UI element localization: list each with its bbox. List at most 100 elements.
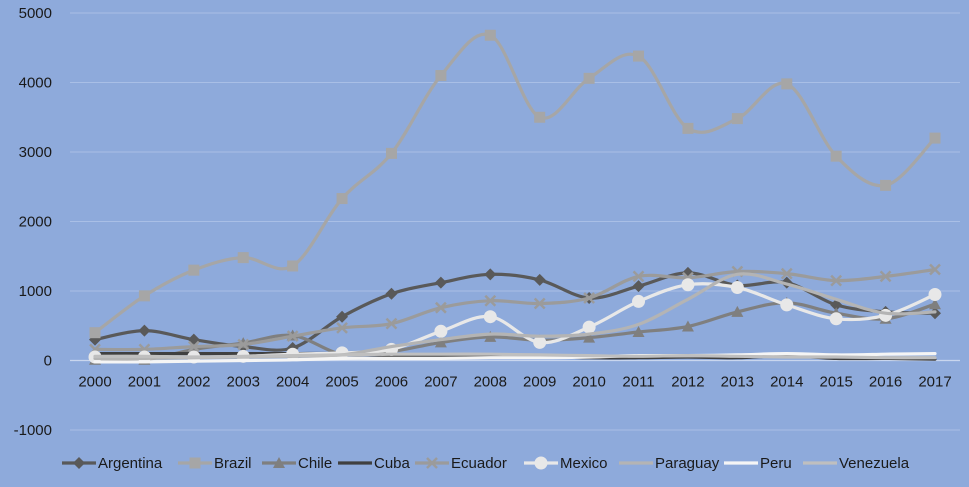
data-point xyxy=(385,147,397,159)
y-tick-label: 2000 xyxy=(19,214,52,231)
data-point xyxy=(385,317,398,330)
data-point xyxy=(237,252,249,264)
data-point xyxy=(484,29,496,41)
x-tick-label: 2000 xyxy=(78,374,111,391)
data-point xyxy=(681,320,694,332)
data-point xyxy=(879,308,893,322)
legend-marker xyxy=(273,457,285,468)
data-point xyxy=(829,312,843,326)
data-point xyxy=(483,310,497,324)
series-brazil xyxy=(89,29,941,339)
data-point xyxy=(434,324,448,338)
y-tick-label: -1000 xyxy=(14,422,52,439)
y-axis-ticks: -1000 0 1000 2000 3000 4000 5000 xyxy=(14,5,52,439)
data-point xyxy=(583,72,595,84)
legend-label: Paraguay xyxy=(655,455,720,472)
series-venezuela xyxy=(93,352,937,360)
data-point xyxy=(286,330,299,343)
data-point xyxy=(434,336,447,348)
data-point xyxy=(484,294,497,307)
legend-label: Chile xyxy=(298,455,332,472)
legend-item-paraguay: Paraguay xyxy=(619,455,720,472)
legend: Argentina Brazil Chile Cuba Ecuador Mexico Par… xyxy=(62,455,910,472)
series-line-ecuador xyxy=(93,267,937,352)
x-tick-label: 2011 xyxy=(622,374,654,391)
data-point xyxy=(434,276,447,289)
x-tick-label: 2004 xyxy=(276,374,309,391)
legend-item-chile: Chile xyxy=(262,455,332,472)
data-point xyxy=(336,310,349,323)
data-point xyxy=(533,335,547,349)
data-point xyxy=(434,301,447,314)
data-point xyxy=(780,267,793,280)
legend-item-argentina: Argentina xyxy=(62,455,163,472)
data-point xyxy=(632,280,645,293)
data-point xyxy=(632,270,645,283)
legend-marker xyxy=(534,456,548,470)
series-ecuador xyxy=(89,263,941,356)
legend-item-venezuela: Venezuela xyxy=(803,455,910,472)
data-point xyxy=(533,273,546,286)
data-point xyxy=(385,287,398,300)
data-point xyxy=(138,324,151,337)
data-point xyxy=(484,268,497,281)
data-point xyxy=(633,50,645,62)
data-point xyxy=(533,297,546,310)
y-tick-label: 5000 xyxy=(19,5,52,22)
legend-label: Venezuela xyxy=(839,455,910,472)
x-tick-label: 2012 xyxy=(671,374,704,391)
y-tick-label: 3000 xyxy=(19,144,52,161)
data-point xyxy=(731,305,744,317)
data-point xyxy=(929,263,941,276)
data-point xyxy=(731,113,743,125)
y-tick-label: 4000 xyxy=(19,75,52,92)
data-point xyxy=(89,327,101,339)
x-tick-label: 2001 xyxy=(128,374,161,391)
data-point xyxy=(187,340,200,353)
data-point xyxy=(188,264,200,276)
data-point xyxy=(484,330,497,342)
legend-label: Cuba xyxy=(374,455,411,472)
data-point xyxy=(682,122,694,134)
data-point xyxy=(730,281,744,295)
x-tick-label: 2003 xyxy=(227,374,260,391)
series-line-brazil xyxy=(93,32,937,335)
series-line-venezuela xyxy=(93,352,937,360)
x-tick-label: 2013 xyxy=(721,374,754,391)
x-tick-label: 2015 xyxy=(819,374,852,391)
legend-label: Mexico xyxy=(560,455,608,472)
data-point xyxy=(780,298,794,312)
series-argentina xyxy=(89,266,941,354)
data-point xyxy=(583,292,596,304)
y-tick-label: 0 xyxy=(44,353,52,370)
data-point xyxy=(287,260,299,272)
data-point xyxy=(830,298,843,311)
data-point xyxy=(928,287,942,301)
series-layer xyxy=(88,29,942,365)
data-point xyxy=(830,150,842,162)
legend-label: Argentina xyxy=(98,455,163,472)
data-point xyxy=(632,326,645,338)
data-point xyxy=(583,331,596,343)
x-tick-label: 2017 xyxy=(918,374,951,391)
legend-item-peru: Peru xyxy=(724,455,792,472)
data-point xyxy=(929,298,941,310)
data-point xyxy=(582,320,596,334)
legend-marker xyxy=(73,457,85,469)
data-point xyxy=(336,321,348,334)
y-tick-label: 1000 xyxy=(19,283,52,300)
x-tick-label: 2016 xyxy=(869,374,902,391)
data-point xyxy=(880,179,892,191)
data-point xyxy=(879,270,892,283)
data-point xyxy=(781,78,793,90)
series-line-peru xyxy=(93,351,937,364)
x-tick-label: 2007 xyxy=(424,374,457,391)
legend-item-ecuador: Ecuador xyxy=(415,455,507,472)
data-point xyxy=(237,338,250,351)
x-axis-ticks: 2000 2001 2002 2003 2004 2005 2006 2007 2008 2009… xyxy=(78,374,951,391)
legend-label: Brazil xyxy=(214,455,252,472)
data-point xyxy=(138,290,150,302)
data-point xyxy=(681,278,695,292)
